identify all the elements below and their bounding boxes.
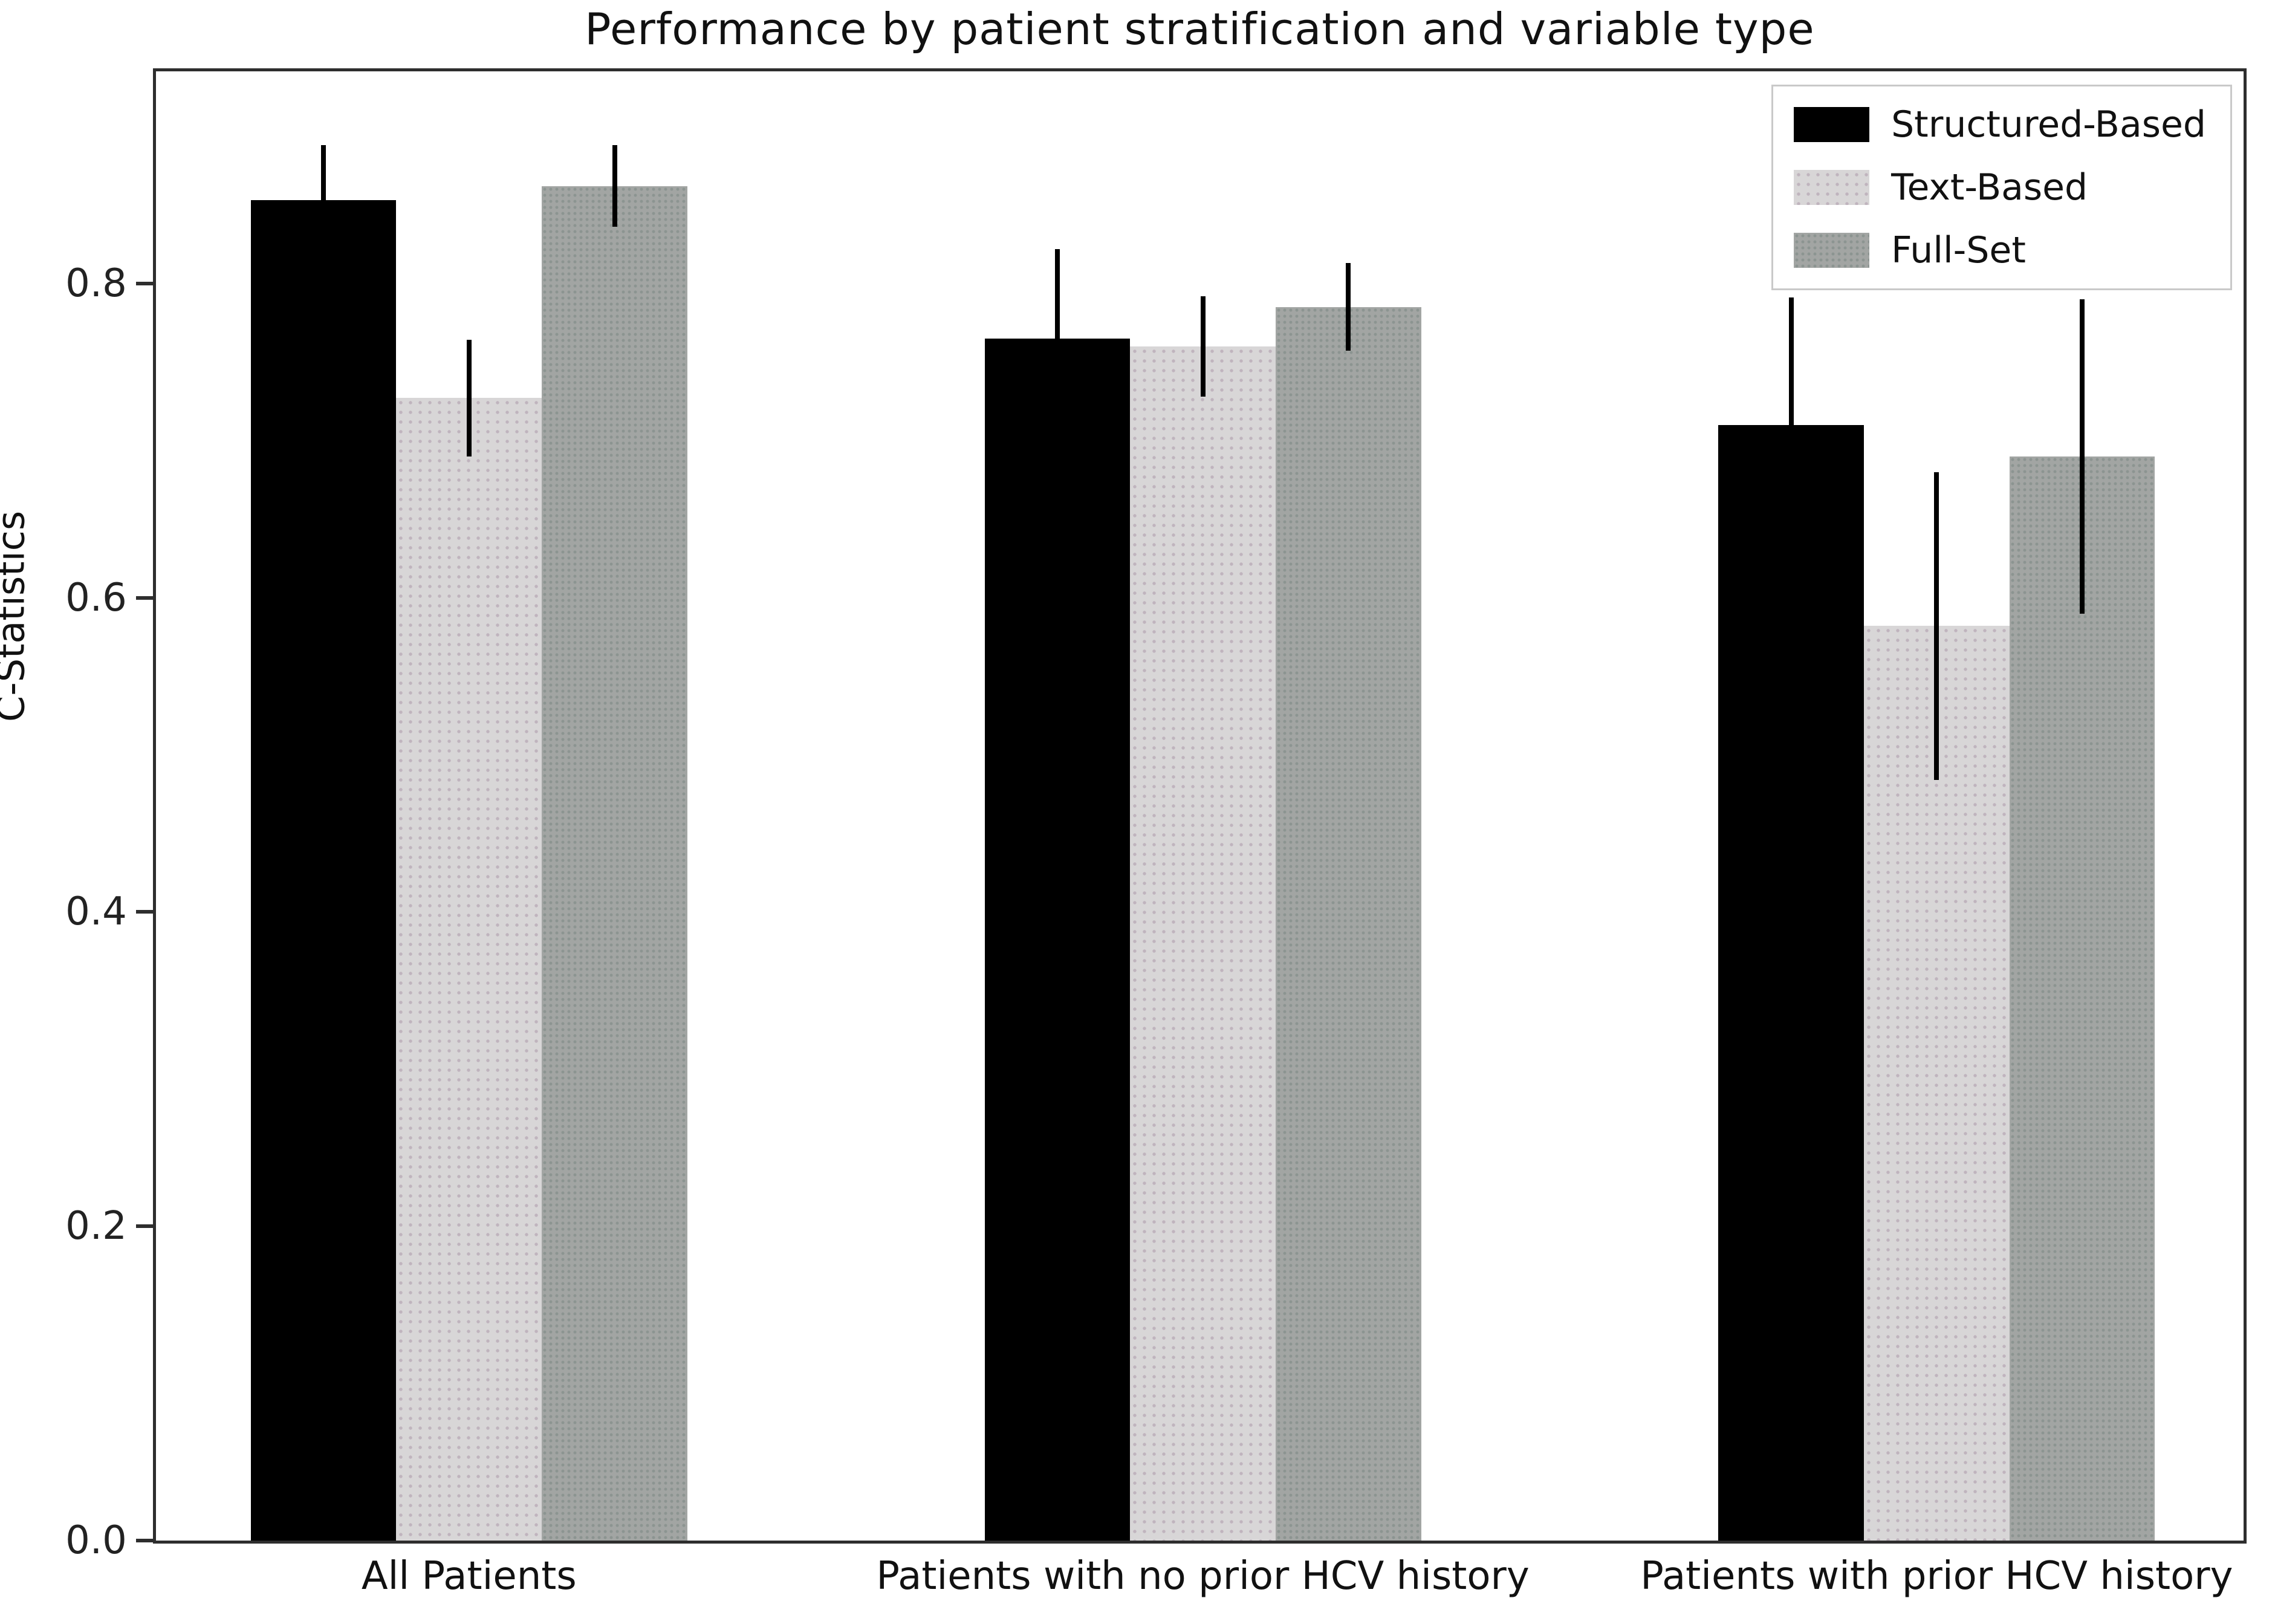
y-axis-title: C-Statistics — [0, 511, 33, 723]
legend-item: Text-Based — [1794, 166, 2206, 209]
legend-label: Full-Set — [1891, 229, 2026, 271]
legend-item: Full-Set — [1794, 229, 2206, 271]
chart-title: Performance by patient stratification an… — [585, 4, 1815, 54]
error-bar — [2080, 299, 2085, 614]
legend-swatch — [1794, 169, 1870, 205]
error-bar — [1346, 262, 1351, 351]
error-bar — [1788, 297, 1794, 553]
bar — [1275, 307, 1421, 1541]
bar — [984, 338, 1131, 1541]
legend-swatch — [1794, 232, 1870, 268]
y-tick — [135, 1224, 153, 1229]
error-bar — [1054, 248, 1060, 428]
bar — [396, 398, 542, 1541]
bar — [2009, 456, 2155, 1541]
legend: Structured-Based Text-Based Full-Set — [1771, 84, 2232, 290]
bar — [1130, 346, 1276, 1541]
error-bar — [321, 145, 326, 255]
error-bar — [466, 340, 472, 456]
error-bar — [1934, 472, 1939, 781]
legend-swatch — [1794, 106, 1870, 142]
legend-label: Structured-Based — [1891, 103, 2206, 146]
plot-area: 0.0 0.2 0.4 0.6 0.8 All Patients Patients with… — [65, 68, 2247, 1599]
error-bar — [612, 145, 617, 227]
y-tick — [135, 281, 153, 285]
y-tick — [135, 1539, 153, 1543]
bar — [250, 200, 397, 1541]
y-tick — [135, 910, 153, 914]
legend-item: Structured-Based — [1794, 103, 2206, 146]
bar — [542, 186, 687, 1541]
legend-label: Text-Based — [1891, 166, 2088, 209]
y-tick — [135, 596, 153, 600]
bar — [1718, 424, 1864, 1541]
x-category-label: Patients with no prior HCV history — [876, 1554, 1530, 1599]
x-category-label: Patients with prior HCV history — [1640, 1554, 2233, 1599]
x-category-label: All Patients — [361, 1554, 577, 1599]
error-bar — [1200, 296, 1206, 397]
